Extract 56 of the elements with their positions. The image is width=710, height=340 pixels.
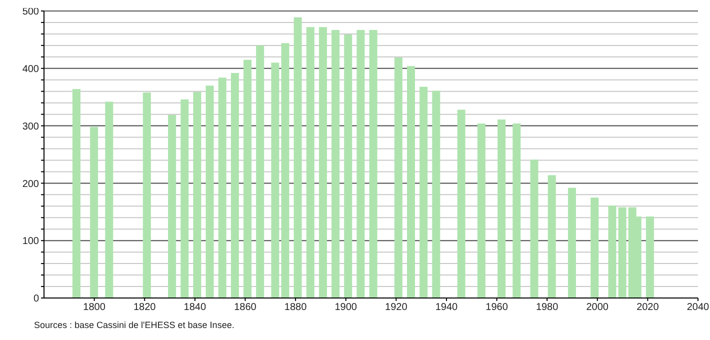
bar [105, 102, 114, 298]
bar [90, 126, 98, 298]
bar [568, 188, 576, 298]
bar [306, 27, 314, 298]
bar [344, 34, 352, 298]
bar [230, 72, 239, 298]
bar [548, 175, 556, 298]
bar [180, 99, 189, 298]
y-tick-label: 0 [33, 294, 40, 305]
bar [271, 62, 280, 298]
bar [318, 27, 327, 298]
bar [193, 92, 202, 298]
x-tick-label: 1860 [234, 302, 257, 314]
x-tick-label: 1900 [334, 302, 358, 314]
bar [646, 216, 654, 298]
x-tick-label: 1880 [284, 302, 308, 314]
y-tick-label: 200 [22, 178, 40, 190]
bar [420, 86, 428, 298]
bar [142, 92, 151, 298]
bar [406, 66, 415, 298]
bar [218, 78, 226, 298]
y-tick-label: 100 [22, 236, 40, 248]
x-tick-label: 1800 [83, 302, 106, 314]
y-tick-label: 300 [22, 121, 40, 132]
bar [243, 60, 252, 298]
bar [281, 43, 290, 298]
bar [332, 30, 340, 298]
bar [206, 86, 214, 298]
x-tick-label: 1920 [385, 302, 408, 314]
bar [498, 119, 506, 298]
bar [369, 30, 378, 298]
bar [432, 90, 440, 298]
bar [356, 30, 365, 298]
x-tick-label: 2020 [636, 302, 660, 314]
x-tick-label: 1980 [536, 302, 559, 314]
bar [294, 17, 302, 298]
bar [530, 160, 538, 298]
bar [618, 207, 626, 298]
x-tick-label: 1840 [184, 302, 206, 314]
bar [394, 57, 402, 298]
x-tick-label: 2040 [686, 302, 710, 314]
x-tick-label: 1940 [435, 302, 458, 314]
source-note: Sources : base Cassini de l'EHESS et base Insee. [34, 320, 236, 330]
y-tick-label: 400 [22, 64, 40, 75]
bar [168, 114, 176, 298]
y-tick-label: 500 [22, 6, 40, 18]
bar [256, 45, 264, 298]
bar [590, 198, 599, 298]
bar [512, 124, 521, 298]
bar [477, 124, 486, 298]
bar [608, 206, 616, 298]
x-tick-label: 2000 [586, 302, 609, 314]
bar [457, 110, 466, 298]
x-tick-label: 1820 [133, 302, 156, 314]
bar [72, 89, 80, 298]
x-tick-label: 1960 [486, 302, 508, 314]
